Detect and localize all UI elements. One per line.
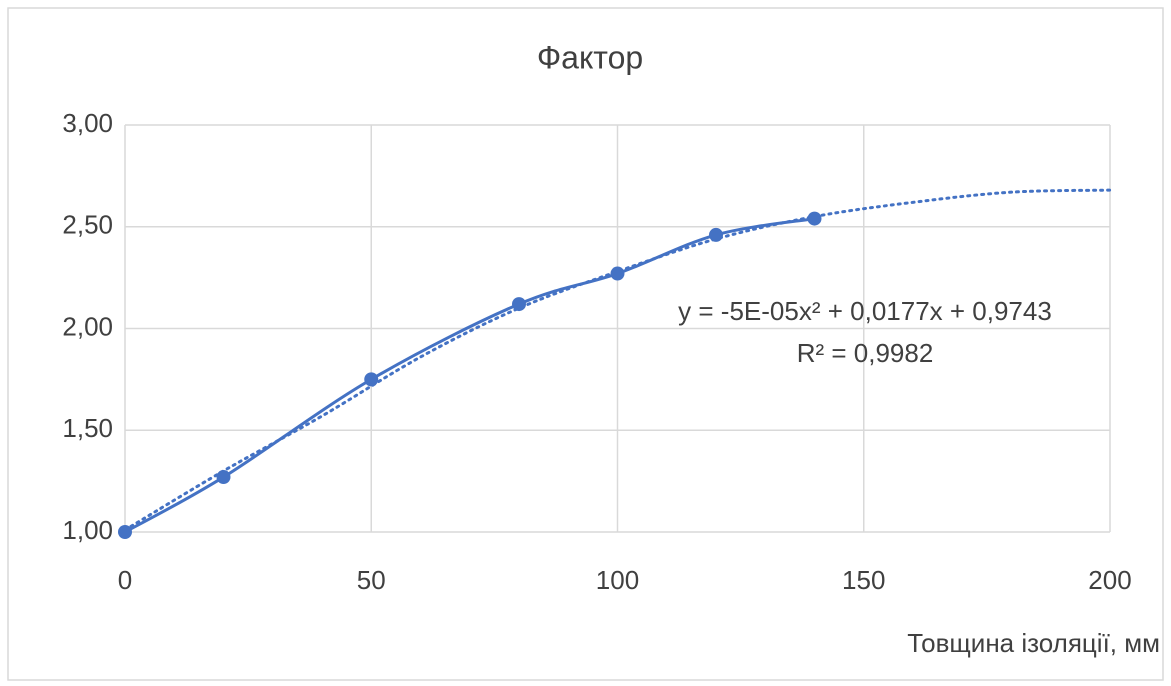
x-tick-label: 50 — [357, 565, 386, 595]
trendline-r-squared: R² = 0,9982 — [797, 338, 934, 368]
x-tick-label: 200 — [1088, 565, 1131, 595]
y-tick-label: 1,50 — [62, 413, 113, 443]
data-point — [364, 372, 379, 387]
x-axis-title: Товщина ізоляції, мм — [907, 628, 1160, 658]
data-point — [610, 266, 625, 281]
data-point — [216, 470, 231, 485]
y-tick-label: 2,50 — [62, 210, 113, 240]
chart-title: Фактор — [537, 39, 643, 75]
chart-frame — [7, 7, 1164, 681]
x-tick-label: 100 — [596, 565, 639, 595]
y-tick-label: 3,00 — [62, 108, 113, 138]
data-point — [512, 297, 526, 312]
data-point — [118, 525, 132, 539]
y-tick-label: 1,00 — [62, 515, 113, 545]
data-point — [709, 227, 723, 242]
x-tick-label: 0 — [118, 565, 132, 595]
y-tick-label: 2,00 — [62, 311, 113, 341]
data-point — [807, 211, 822, 226]
trendline-equation: y = -5E-05x² + 0,0177x + 0,9743 — [678, 296, 1052, 326]
x-tick-label: 150 — [842, 565, 885, 595]
